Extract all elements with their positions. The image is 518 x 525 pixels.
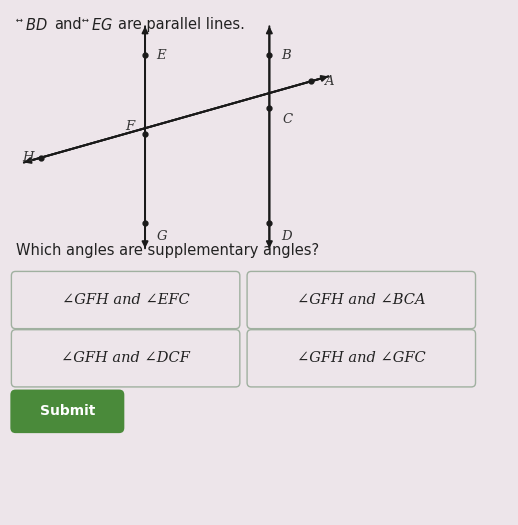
FancyBboxPatch shape [10, 390, 124, 433]
Text: H: H [22, 151, 33, 164]
Text: are parallel lines.: are parallel lines. [118, 17, 245, 33]
Text: Which angles are supplementary angles?: Which angles are supplementary angles? [16, 243, 319, 258]
Text: F: F [125, 120, 135, 132]
Text: ∠GFH and ∠DCF: ∠GFH and ∠DCF [61, 351, 190, 365]
Text: ∠GFH and ∠EFC: ∠GFH and ∠EFC [62, 293, 190, 307]
Text: and: and [54, 17, 82, 33]
FancyBboxPatch shape [11, 271, 240, 329]
FancyBboxPatch shape [247, 271, 476, 329]
Text: C: C [282, 113, 293, 125]
Text: E: E [156, 49, 166, 61]
Text: Submit: Submit [40, 404, 95, 418]
Text: ∠GFH and ∠GFC: ∠GFH and ∠GFC [297, 351, 426, 365]
FancyBboxPatch shape [11, 330, 240, 387]
Text: D: D [281, 230, 292, 243]
Text: $\overleftrightarrow{BD}$: $\overleftrightarrow{BD}$ [16, 17, 48, 33]
Text: A: A [324, 75, 334, 88]
FancyBboxPatch shape [247, 330, 476, 387]
Text: B: B [281, 49, 291, 61]
Text: ∠GFH and ∠BCA: ∠GFH and ∠BCA [297, 293, 426, 307]
Text: G: G [156, 230, 167, 243]
Text: $\overleftrightarrow{EG}$: $\overleftrightarrow{EG}$ [82, 17, 113, 33]
